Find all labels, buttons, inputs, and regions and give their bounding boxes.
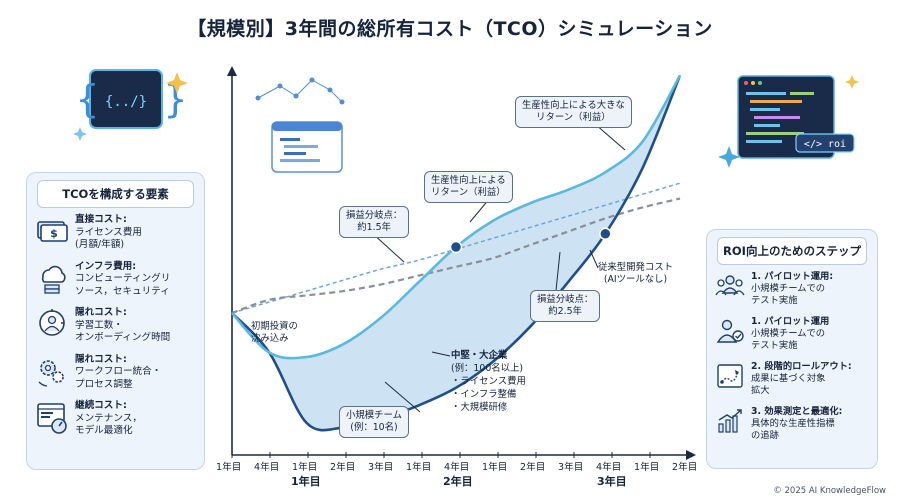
roi-step-2: 1. パイロット運用 小規模チームでの テスト実施 [715,316,873,352]
roi-step-4-title: 3. 効果測定と最適化: [751,406,843,417]
x-group-1: 1年目 [291,475,321,488]
mid-line-5: ・大規模研修 [451,402,508,413]
x-tick-label: 2年目 [520,462,546,473]
roi-step-4-l2: 具体的な生産性指標 [751,418,835,429]
tco-item-5-l3: モデル最適化 [75,425,133,436]
roi-step-1: 1. パイロット運用: 小規模チームでの テスト実施 [715,271,873,307]
roadmap-icon [717,364,743,388]
break-even-point [599,227,612,241]
tco-item-5-l2: メンテナンス， [75,412,142,424]
roi-step-2-title: 1. パイロット運用 [751,316,830,327]
tco-item-2-title: インフラ費用: [75,260,137,272]
mid-line-4: ・インフラ整備 [451,389,517,400]
svg-text:$: $ [50,227,58,240]
tco-elements-heading: TCOを構成する要素 [37,180,194,208]
connector-mid [431,351,451,357]
x-tick-label: 4年目 [444,462,470,473]
constellation-icon [255,77,345,173]
roi-step-1-l3: テスト実施 [751,295,798,306]
roi-step-4: 3. 効果測定と最適化: 具体的な生産性指標 の追跡 [715,406,873,442]
tco-item-3-l3: オンボーディング時間 [75,332,171,343]
connector-traditional [589,249,599,269]
gears-icon [38,359,64,387]
money-icon: $ [37,221,68,242]
tco-item-3-l2: 学習工数・ [75,319,123,331]
footer-copyright: © 2025 AI KnowledgeFlow [773,486,886,496]
label-initial-dip: 初期投資の 沈み込み [251,321,298,344]
tco-item-infra: インフラ費用: コンピューティングリ ソース，セキュリティ [35,261,198,299]
connector-return2 [594,123,626,151]
roi-steps-heading: ROI向上のためのステップ [717,237,867,265]
roi-step-3-l2: 成果に基づく対象 [751,373,826,384]
roi-step-1-l2: 小規模チームでの [751,283,826,294]
code-icon-text: {../} [105,94,147,110]
clock-person-icon [39,309,65,336]
roi-step-3-title: 2. 段階的ロールアウト: [751,361,852,372]
svg-text:{: { [76,77,99,121]
svg-text:}: } [164,77,187,121]
y-axis-arrow [227,66,237,76]
x-tick-label: 1年目 [482,462,508,473]
tco-item-5-title: 継続コスト: [75,400,127,411]
roi-step-4-l3: の追跡 [751,430,779,441]
tco-item-2-l2: コンピューティングリ [75,273,171,284]
connector-small [384,381,421,413]
mid-line-2: (例：100名以上) [451,363,524,374]
series-mid-large [231,74,682,432]
tco-item-maintenance: 継続コスト: メンテナンス， モデル最適化 [35,400,198,438]
gauge-window-icon [37,403,67,434]
x-tick-label: 1年目 [292,462,318,473]
page-title: 【規模別】3年間の総所有コスト（TCO）シミュレーション [187,18,713,40]
callout-break-even-2: 損益分岐点： 約2.5年 [530,290,601,322]
roi-step-2-l3: テスト実施 [751,340,798,351]
tco-item-direct: $ 直接コスト: ライセンス費用 (月額/年額) [35,214,198,252]
cloud-server-icon [41,265,66,294]
x-tick-label: 2年目 [330,462,356,473]
roi-step-3: 2. 段階的ロールアウト: 成果に基づく対象 拡大 [715,361,873,397]
tco-item-4-l3: プロセス調整 [75,378,133,390]
label-traditional: 従来型開発コスト (AIツールなし) [598,262,674,285]
tco-item-1-title: 直接コスト: [75,214,127,225]
roi-step-3-l3: 拡大 [751,385,770,396]
roi-step-2-l2: 小規模チームでの [751,328,826,339]
x-tick-label: 3年目 [368,462,394,473]
tco-item-1-l3: (月額/年額) [75,239,125,250]
x-group-3: 3年目 [597,475,627,488]
person-check-icon [716,319,744,343]
roi-steps-panel: ROI向上のためのステップ 1. パイロット運用: 小規模チームでの テスト実施 1… [706,229,878,469]
tco-elements-panel: TCOを構成する要素 $ 直接コスト: ライセンス費用 (月額/年額) インフラ費用… [26,172,205,470]
x-tick-label: 4年目 [596,462,622,473]
roi-tag: </> roi [804,139,846,150]
mid-line-1: 中堅・大企業 [451,350,508,361]
bar-chart-up-icon [718,409,742,433]
x-tick-label: 1年目 [216,462,242,473]
roi-step-1-title: 1. パイロット運用: [751,271,834,282]
callout-small-team: 小規模チーム (例：10名) [339,406,409,438]
tco-item-4-l2: ワークフロー統合・ [75,366,162,377]
tco-item-2-l3: ソース，セキュリティ [75,285,170,297]
code-brackets-icon: {../} { } [73,69,188,141]
x-tick-label: 3年目 [558,462,584,473]
tco-item-3-title: 隠れコスト: [75,307,127,318]
x-tick-label: 4年目 [254,462,280,473]
x-tick-label: 1年目 [634,462,660,473]
tco-item-1-l2: ライセンス費用 [75,226,142,238]
mid-line-3: ・ライセンス費用 [451,376,526,387]
callout-return-small: 生産性向上による リターン（利益） [424,171,513,203]
callout-break-even-1: 損益分岐点： 約1.5年 [339,206,410,238]
tco-item-learning: 隠れコスト: 学習工数・ オンボーディング時間 [35,307,198,345]
code-window-icon: </> roi [718,75,859,168]
callout-return-large: 生産性向上による大きな リターン（利益） [515,96,632,128]
tco-item-workflow: 隠れコスト: ワークフロー統合・ プロセス調整 [35,354,198,392]
label-mid-large: 中堅・大企業 (例：100名以上) ・ライセンス費用 ・インフラ整備 ・大規模研… [451,349,526,414]
tco-item-4-title: 隠れコスト: [75,353,127,365]
x-tick-label: 2年目 [672,462,698,473]
break-even-point [449,240,463,254]
x-group-2: 2年目 [443,475,473,488]
team-icon [715,275,745,296]
x-tick-label: 1年目 [406,462,432,473]
